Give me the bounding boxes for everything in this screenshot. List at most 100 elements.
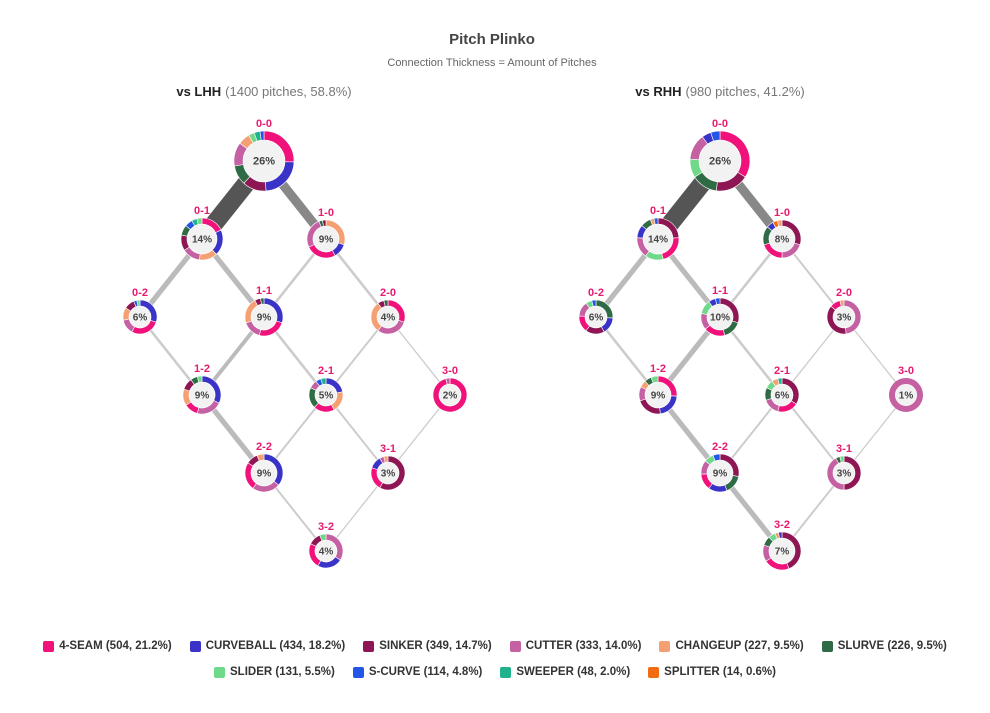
node-center: [315, 540, 337, 562]
slice-cutter: [445, 377, 451, 385]
node-center: [769, 226, 795, 252]
node-center: [377, 462, 399, 484]
slice-sweeper: [320, 377, 327, 385]
legend-row-2: SLIDER (131, 5.5%) S-CURVE (114, 4.8%) SWE…: [0, 666, 990, 678]
count-node-2-1: 6% 2-1: [764, 365, 800, 413]
legend-label: SPLITTER (14, 0.6%): [664, 666, 776, 678]
legend-label: SINKER (349, 14.7%): [379, 640, 492, 652]
slice-slider: [196, 375, 203, 383]
legend-label: CUTTER (333, 14.0%): [525, 640, 642, 652]
node-center: [833, 462, 855, 484]
slice-s-curve: [714, 297, 721, 305]
legend-label: SWEEPER (48, 2.0%): [516, 666, 631, 678]
pitch-plinko-chart: Pitch Plinko Connection Thickness = Amou…: [122, 31, 923, 571]
count-label: 3-0: [442, 365, 458, 377]
node-percent: 14%: [648, 235, 668, 246]
node-percent: 9%: [651, 391, 666, 402]
slice-slider: [136, 299, 141, 307]
legend-label: SLIDER (131, 5.5%): [230, 666, 335, 678]
panel-title: vs LHH (1400 pitches, 58.8%): [176, 84, 351, 99]
slice-slider: [839, 455, 845, 463]
count-label: 1-0: [318, 207, 334, 219]
count-label: 0-1: [194, 205, 210, 217]
node-percent: 9%: [257, 469, 272, 480]
node-center: [833, 306, 855, 328]
legend-item-s-curve[interactable]: S-CURVE (114, 4.8%): [352, 666, 482, 678]
node-center: [243, 140, 285, 182]
node-center: [895, 384, 917, 406]
count-label: 3-0: [898, 365, 914, 377]
count-node-3-2: 7% 3-2: [762, 519, 802, 571]
legend-item-changeup[interactable]: CHANGEUP (227, 9.5%): [659, 640, 804, 652]
slice-changeup: [839, 299, 845, 307]
slice-s-curve: [259, 130, 265, 141]
node-center: [129, 306, 151, 328]
slice-s-curve: [710, 130, 721, 142]
node-percent: 9%: [195, 391, 210, 402]
legend-item-curveball[interactable]: CURVEBALL (434, 18.2%): [189, 640, 346, 652]
legend-item-slider[interactable]: SLIDER (131, 5.5%): [214, 666, 335, 678]
node-center: [771, 384, 793, 406]
count-node-3-2: 4% 3-2: [308, 521, 344, 569]
node-center: [439, 384, 461, 406]
panel-title-bold: vs RHH: [635, 84, 681, 99]
node-percent: 3%: [381, 469, 396, 480]
node-center: [315, 384, 337, 406]
edges: [137, 155, 451, 552]
slice-changeup: [383, 455, 389, 463]
legend-item-sinker[interactable]: SINKER (349, 14.7%): [363, 640, 492, 652]
node-percent: 5%: [319, 391, 334, 402]
slice-changeup: [256, 453, 265, 462]
legend-swatch: [352, 666, 364, 678]
node-percent: 1%: [899, 391, 914, 402]
panel-title-rest: (980 pitches, 41.2%): [686, 84, 805, 99]
legend-item-4-seam[interactable]: 4-SEAM (504, 21.2%): [43, 640, 172, 652]
legend-swatch: [43, 640, 55, 652]
count-node-1-1: 10% 1-1: [700, 285, 740, 337]
legend-item-cutter[interactable]: CUTTER (333, 14.0%): [509, 640, 642, 652]
node-percent: 14%: [192, 235, 212, 246]
chart-subtitle: Connection Thickness = Amount of Pitches: [387, 57, 597, 69]
node-percent: 10%: [710, 313, 730, 324]
count-node-0-1: 14% 0-1: [636, 205, 680, 261]
node-center: [313, 226, 339, 252]
count-label: 3-1: [380, 443, 396, 455]
count-label: 3-2: [318, 521, 334, 533]
count-node-2-1: 5% 2-1: [308, 365, 344, 413]
count-label: 2-0: [836, 287, 852, 299]
legend-label: SLURVE (226, 9.5%): [837, 640, 947, 652]
legend-swatch: [214, 666, 225, 678]
count-label: 1-0: [774, 207, 790, 219]
count-label: 0-1: [650, 205, 666, 217]
node-percent: 7%: [775, 547, 790, 558]
count-node-0-1: 14% 0-1: [180, 205, 224, 261]
slice-slurve: [383, 299, 389, 307]
slice-cutter: [889, 378, 923, 412]
count-node-3-0: 2% 3-0: [432, 365, 468, 413]
node-percent: 3%: [837, 469, 852, 480]
panel-title: vs RHH (980 pitches, 41.2%): [635, 84, 804, 99]
node-percent: 26%: [253, 156, 275, 168]
legend-label: CURVEBALL (434, 18.2%): [205, 640, 346, 652]
count-label: 0-2: [588, 287, 604, 299]
panel-rhh: vs RHH (980 pitches, 41.2%) 26% 0-0 14% 0-1 8%…: [578, 84, 923, 571]
slice-slider: [650, 375, 659, 384]
legend-item-splitter[interactable]: SPLITTER (14, 0.6%): [648, 666, 776, 678]
slice-changeup: [776, 219, 783, 227]
node-percent: 6%: [133, 313, 148, 324]
count-label: 2-2: [712, 441, 728, 453]
node-center: [769, 538, 795, 564]
count-node-0-0: 26% 0-0: [233, 118, 295, 192]
count-node-2-2: 9% 2-2: [244, 441, 284, 493]
count-node-1-1: 9% 1-1: [244, 285, 284, 337]
legend-item-sweeper[interactable]: SWEEPER (48, 2.0%): [500, 666, 630, 678]
node-percent: 26%: [709, 156, 731, 168]
count-label: 2-1: [318, 365, 334, 377]
node-center: [189, 382, 215, 408]
node-percent: 4%: [319, 547, 334, 558]
count-label: 3-2: [774, 519, 790, 531]
slice-slurve: [260, 297, 265, 305]
legend-item-slurve[interactable]: SLURVE (226, 9.5%): [821, 640, 947, 652]
node-percent: 9%: [713, 469, 728, 480]
